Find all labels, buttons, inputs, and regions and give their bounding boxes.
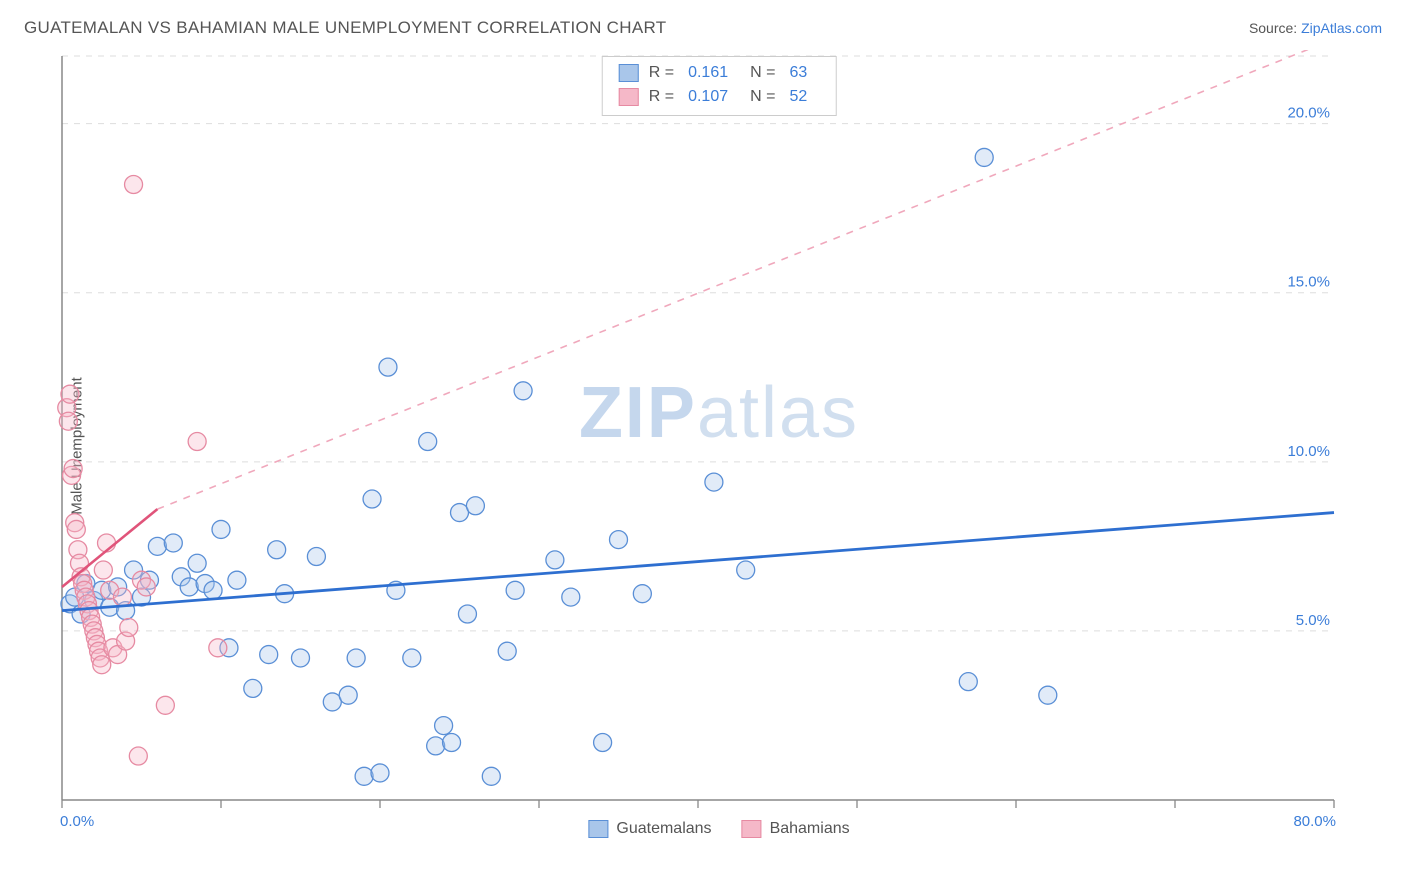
stats-row: R =0.107N =52 (619, 85, 820, 109)
scatter-plot: 0.0% 80.0% 5.0% 10.0% 15.0% 20.0% (54, 50, 1384, 840)
svg-text:20.0%: 20.0% (1287, 105, 1330, 122)
svg-text:15.0%: 15.0% (1287, 274, 1330, 291)
svg-text:0.0%: 0.0% (60, 813, 94, 830)
series-legend: Guatemalans Bahamians (588, 820, 849, 838)
legend-item: Guatemalans (588, 820, 711, 838)
chart-title: GUATEMALAN VS BAHAMIAN MALE UNEMPLOYMENT… (24, 18, 666, 38)
series-swatch (588, 820, 608, 838)
svg-text:80.0%: 80.0% (1293, 813, 1336, 830)
plot-area: 0.0%80.0%5.0%10.0%15.0%20.0% ZIPatlas R … (54, 50, 1384, 840)
legend-label: Guatemalans (616, 820, 711, 838)
svg-text:10.0%: 10.0% (1287, 443, 1330, 460)
series-swatch (619, 64, 639, 82)
stats-row: R =0.161N =63 (619, 61, 820, 85)
stats-legend: R =0.161N =63R =0.107N =52 (602, 56, 837, 116)
series-swatch (742, 820, 762, 838)
legend-label: Bahamians (770, 820, 850, 838)
svg-text:5.0%: 5.0% (1296, 612, 1330, 629)
source-link[interactable]: ZipAtlas.com (1301, 20, 1382, 36)
source-label: Source: ZipAtlas.com (1249, 20, 1382, 36)
series-swatch (619, 88, 639, 106)
legend-item: Bahamians (742, 820, 850, 838)
